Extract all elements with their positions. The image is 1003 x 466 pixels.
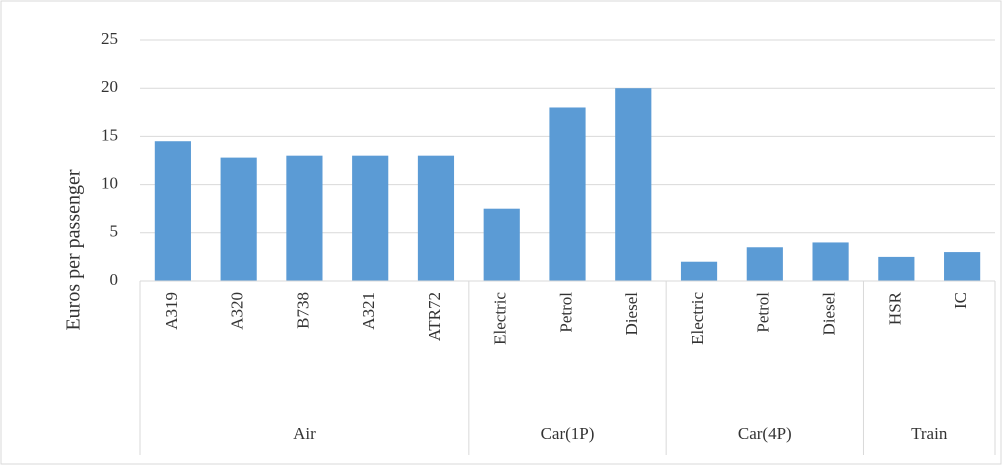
x-tick-label: A319 xyxy=(162,292,181,330)
group-label: Car(4P) xyxy=(738,424,792,443)
x-tick-label: HSR xyxy=(885,291,904,325)
y-axis-label: Euros per passenger xyxy=(63,169,85,330)
bar xyxy=(352,155,389,281)
bar xyxy=(615,88,652,281)
y-tick-label: 25 xyxy=(101,29,118,48)
bar xyxy=(154,141,191,281)
x-tick-label: A321 xyxy=(359,292,378,330)
bar xyxy=(483,208,520,281)
group-label: Car(1P) xyxy=(541,424,595,443)
x-tick-label: Electric xyxy=(688,292,707,345)
group-label: Train xyxy=(911,424,948,443)
bar xyxy=(812,242,849,281)
x-tick-label: B738 xyxy=(293,292,312,329)
bar xyxy=(878,256,915,281)
bar xyxy=(417,155,455,281)
x-tick-label: A320 xyxy=(228,292,247,330)
y-tick-label: 10 xyxy=(101,174,118,193)
y-tick-label: 20 xyxy=(101,77,118,96)
x-tick-label: IC xyxy=(951,292,970,309)
bar xyxy=(286,155,323,281)
x-tick-label: Petrol xyxy=(754,292,773,333)
group-label: Air xyxy=(293,424,316,443)
bar xyxy=(746,247,783,281)
bar xyxy=(944,252,981,281)
y-tick-label: 0 xyxy=(110,270,119,289)
x-tick-label: ATR72 xyxy=(425,292,444,341)
bar xyxy=(220,157,257,281)
y-tick-label: 5 xyxy=(110,222,119,241)
bar xyxy=(549,107,586,281)
x-tick-label: Electric xyxy=(491,292,510,345)
bar xyxy=(680,261,718,281)
x-tick-label: Diesel xyxy=(622,292,641,336)
y-tick-label: 15 xyxy=(101,125,118,144)
x-tick-label: Diesel xyxy=(819,292,838,336)
x-tick-label: Petrol xyxy=(556,292,575,333)
